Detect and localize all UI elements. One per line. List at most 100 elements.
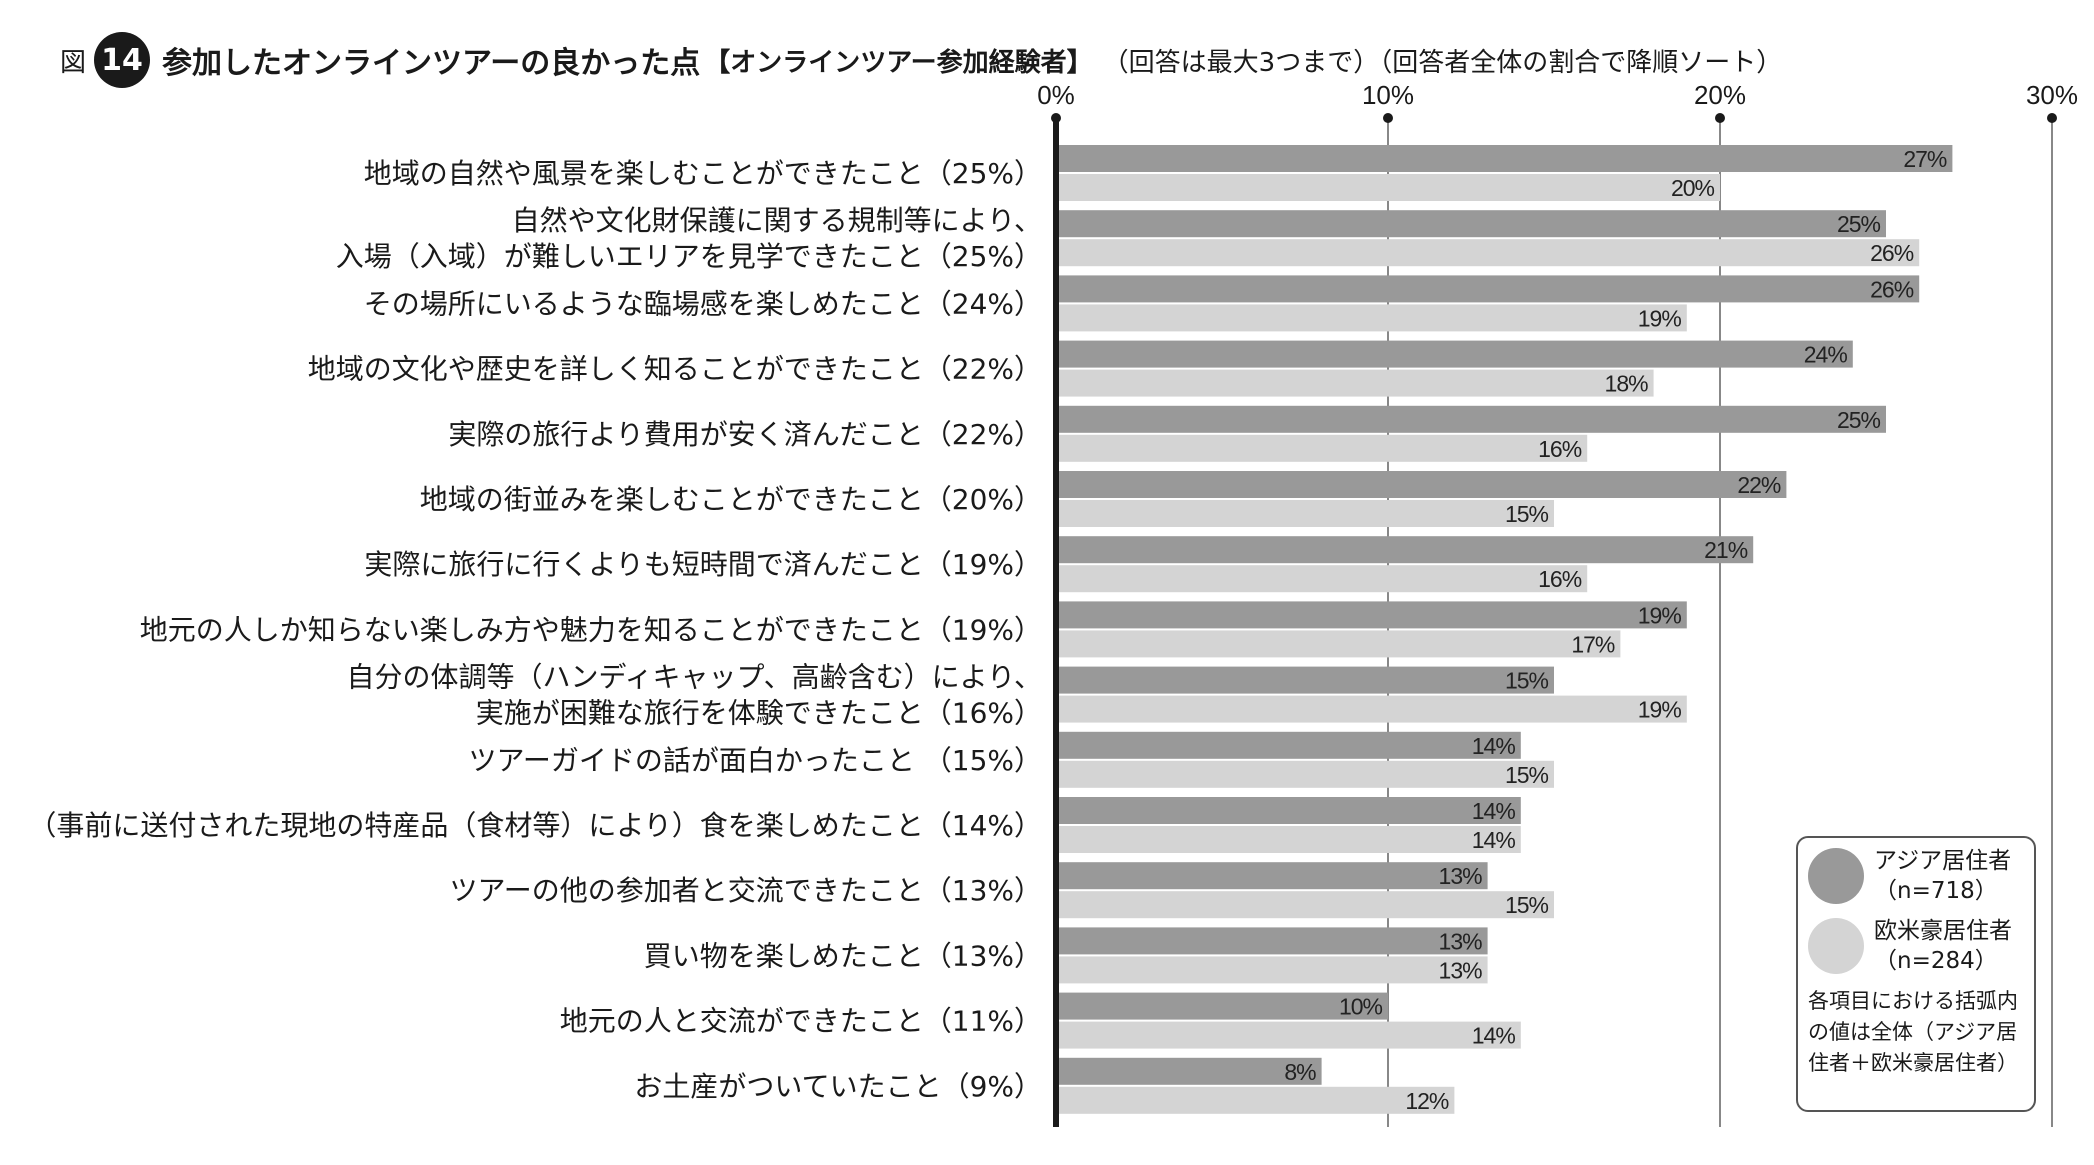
bar <box>1056 340 1853 368</box>
category-label: 自分の体調等（ハンディキャップ、高齢含む）により、 <box>346 661 1042 694</box>
tick-dot <box>1715 113 1725 123</box>
data-label: 15% <box>1505 668 1549 694</box>
legend-n-asia: （n=718） <box>1874 878 1998 904</box>
bar <box>1056 666 1554 694</box>
data-label: 25% <box>1837 211 1881 237</box>
legend-label-west: 欧米豪居住者 <box>1874 918 2012 944</box>
data-label: 17% <box>1571 631 1615 657</box>
tick-dot <box>2047 113 2057 123</box>
legend-swatch-west <box>1808 918 1864 974</box>
legend-n-west: （n=284） <box>1874 948 1998 974</box>
bar <box>1056 405 1886 433</box>
bar <box>1056 630 1621 658</box>
data-label: 15% <box>1505 892 1549 918</box>
data-label: 13% <box>1439 957 1483 983</box>
data-label: 15% <box>1505 501 1549 527</box>
data-label: 18% <box>1605 371 1649 397</box>
data-label: 14% <box>1472 1023 1516 1049</box>
data-label: 25% <box>1837 407 1881 433</box>
bar <box>1056 1086 1455 1114</box>
data-label: 20% <box>1671 175 1715 201</box>
chart-subject: 【オンラインツアー参加経験者】 <box>704 47 1093 78</box>
category-label: ツアーの他の参加者と交流できたこと（13%） <box>449 874 1042 907</box>
bar <box>1056 992 1388 1020</box>
x-tick-label: 20% <box>1694 80 1746 110</box>
category-label: 地域の自然や風景を楽しむことができたこと（25%） <box>364 157 1042 190</box>
category-label: 地域の街並みを楽しむことができたこと（20%） <box>420 483 1042 516</box>
data-label: 13% <box>1439 928 1483 954</box>
x-tick-label: 10% <box>1362 80 1414 110</box>
category-label: 実施が困難な旅行を体験できたこと（16%） <box>476 697 1042 730</box>
bar <box>1056 601 1687 629</box>
bar <box>1056 210 1886 238</box>
figure-number-badge: 14 <box>94 32 151 88</box>
category-label: 実際の旅行より費用が安く済んだこと（22%） <box>448 418 1042 451</box>
chart-note: （回答は最大3つまで）（回答者全体の割合で降順ソート） <box>1102 47 1783 78</box>
bar <box>1056 891 1554 919</box>
data-label: 24% <box>1804 342 1848 368</box>
category-label: 地元の人しか知らない楽しみ方や魅力を知ることができたこと（19%） <box>140 613 1042 646</box>
data-label: 16% <box>1538 566 1582 592</box>
bar <box>1056 304 1687 332</box>
category-label: 地元の人と交流ができたこと（11%） <box>560 1005 1042 1038</box>
bar <box>1056 471 1787 498</box>
category-label: 実際に旅行に行くよりも短時間で済んだこと（19%） <box>364 548 1042 581</box>
x-tick-label: 30% <box>2026 80 2078 110</box>
data-label: 19% <box>1638 602 1682 628</box>
bar <box>1056 239 1920 267</box>
category-label: 入場（入域）が難しいエリアを見学できたこと（25%） <box>336 240 1042 273</box>
bar <box>1056 500 1554 527</box>
data-label: 19% <box>1638 305 1682 331</box>
bar <box>1056 565 1588 593</box>
category-label: 買い物を楽しめたこと（13%） <box>644 939 1042 972</box>
chart-legend: アジア居住者 （n=718） 欧米豪居住者 （n=284） 各項目における括弧内… <box>1796 836 2036 1112</box>
category-label: （事前に送付された現地の特産品（食材等）により）食を楽しめたこと（14%） <box>28 809 1042 842</box>
bar <box>1056 927 1488 955</box>
data-label: 21% <box>1704 537 1748 563</box>
data-label: 27% <box>1903 146 1947 172</box>
bar <box>1056 536 1754 564</box>
bar <box>1056 731 1521 759</box>
data-label: 12% <box>1405 1088 1449 1114</box>
data-label: 14% <box>1472 827 1516 853</box>
legend-swatch-asia <box>1808 848 1864 904</box>
legend-item-asia: アジア居住者 （n=718） <box>1808 846 2024 906</box>
bar <box>1056 956 1488 984</box>
tick-dot <box>1383 113 1393 123</box>
category-label: 地域の文化や歴史を詳しく知ることができたこと（22%） <box>308 353 1042 386</box>
legend-item-west: 欧米豪居住者 （n=284） <box>1808 916 2024 976</box>
data-label: 26% <box>1870 276 1914 302</box>
data-label: 26% <box>1870 240 1914 266</box>
category-label: その場所にいるような臨場感を楽しめたこと（24%） <box>364 287 1042 320</box>
bar <box>1056 434 1588 462</box>
data-label: 16% <box>1538 436 1582 462</box>
chart-title: 参加したオンラインツアーの良かった点 <box>162 46 701 81</box>
data-label: 14% <box>1472 733 1516 759</box>
bar <box>1056 1021 1521 1049</box>
bar <box>1056 369 1654 397</box>
bar <box>1056 145 1953 172</box>
data-label: 14% <box>1472 798 1516 824</box>
category-label: ツアーガイドの話が面白かったこと （15%） <box>469 744 1042 777</box>
bar <box>1056 826 1521 853</box>
legend-label-asia: アジア居住者 <box>1874 848 2012 874</box>
bar <box>1056 275 1920 303</box>
data-label: 22% <box>1737 472 1781 498</box>
bar <box>1056 695 1687 723</box>
bar <box>1056 1057 1322 1085</box>
bar <box>1056 797 1521 824</box>
data-label: 13% <box>1439 863 1483 889</box>
category-label: お土産がついていたこと（9%） <box>634 1070 1042 1103</box>
bar <box>1056 862 1488 890</box>
figure-prefix: 図 <box>60 47 87 78</box>
data-label: 8% <box>1284 1059 1316 1085</box>
chart-header: 図 14 参加したオンラインツアーの良かった点 【オンラインツアー参加経験者】 … <box>60 30 1782 90</box>
x-tick-label: 0% <box>1037 80 1075 110</box>
data-label: 19% <box>1638 697 1682 723</box>
data-label: 15% <box>1505 762 1549 788</box>
data-label: 10% <box>1339 994 1383 1020</box>
legend-note: 各項目における括弧内の値は全体（アジア居住者＋欧米豪居住者） <box>1808 989 2018 1075</box>
bar <box>1056 760 1554 788</box>
category-label: 自然や文化財保護に関する規制等により、 <box>512 204 1042 237</box>
